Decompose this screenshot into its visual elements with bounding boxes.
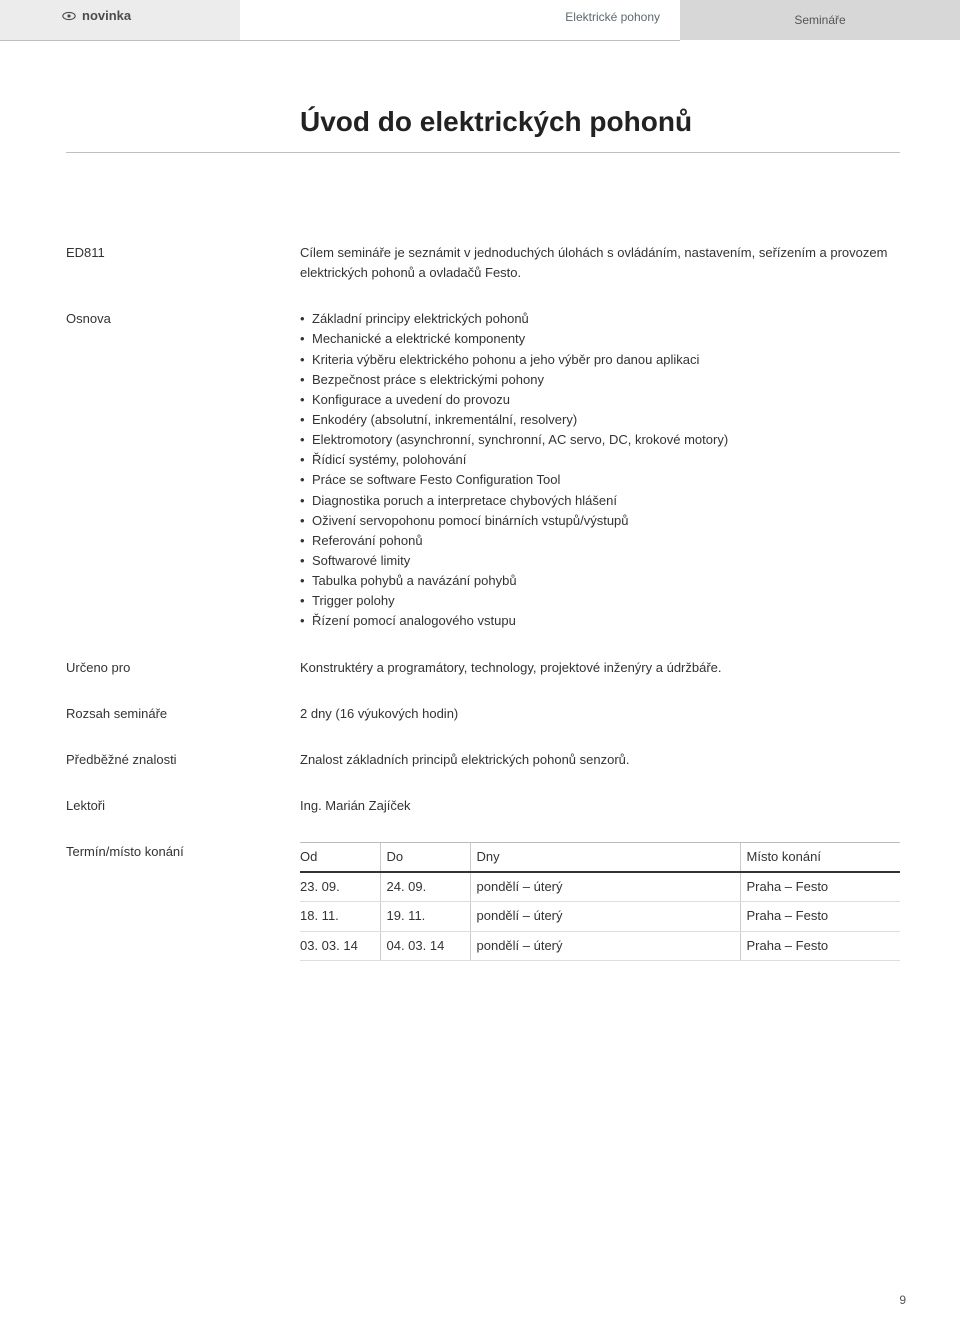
- row-urceno: Určeno pro Konstruktéry a programátory, …: [66, 658, 900, 678]
- row-osnova: Osnova Základní principy elektrických po…: [66, 309, 900, 631]
- schedule-col-header: Místo konání: [740, 843, 900, 873]
- category-label: Elektrické pohony: [565, 10, 660, 24]
- label-lektori: Lektoři: [66, 796, 300, 816]
- label-rozsah: Rozsah semináře: [66, 704, 300, 724]
- osnova-item: Mechanické a elektrické komponenty: [300, 329, 900, 349]
- termin-body: OdDoDnyMísto konání 23. 09.24. 09.ponděl…: [300, 842, 900, 961]
- schedule-cell: 18. 11.: [300, 902, 380, 931]
- osnova-item: Oživení servopohonu pomocí binárních vst…: [300, 511, 900, 531]
- osnova-item: Kriteria výběru elektrického pohonu a je…: [300, 350, 900, 370]
- schedule-cell: pondělí – úterý: [470, 872, 740, 902]
- schedule-body: 23. 09.24. 09.pondělí – úterýPraha – Fes…: [300, 872, 900, 960]
- schedule-col-header: Od: [300, 843, 380, 873]
- schedule-cell: 04. 03. 14: [380, 931, 470, 960]
- osnova-item: Řídicí systémy, polohování: [300, 450, 900, 470]
- osnova-item: Elektromotory (asynchronní, synchronní, …: [300, 430, 900, 450]
- predbezne-text: Znalost základních principů elektrických…: [300, 750, 900, 770]
- schedule-col-header: Dny: [470, 843, 740, 873]
- row-intro: ED811 Cílem semináře je seznámit v jedno…: [66, 243, 900, 283]
- schedule-table: OdDoDnyMísto konání 23. 09.24. 09.ponděl…: [300, 842, 900, 961]
- osnova-item: Softwarové limity: [300, 551, 900, 571]
- urceno-text: Konstruktéry a programátory, technology,…: [300, 658, 900, 678]
- lektori-text: Ing. Marián Zajíček: [300, 796, 900, 816]
- label-osnova: Osnova: [66, 309, 300, 631]
- osnova-list: Základní principy elektrických pohonůMec…: [300, 309, 900, 631]
- row-rozsah: Rozsah semináře 2 dny (16 výukových hodi…: [66, 704, 900, 724]
- row-lektori: Lektoři Ing. Marián Zajíček: [66, 796, 900, 816]
- section-label: Semináře: [794, 13, 845, 27]
- title-rule: [66, 152, 900, 153]
- schedule-cell: 19. 11.: [380, 902, 470, 931]
- label-urceno: Určeno pro: [66, 658, 300, 678]
- page-header: novinka Elektrické pohony Semináře: [0, 0, 960, 56]
- schedule-cell: 03. 03. 14: [300, 931, 380, 960]
- osnova-item: Základní principy elektrických pohonů: [300, 309, 900, 329]
- schedule-header-row: OdDoDnyMísto konání: [300, 843, 900, 873]
- osnova-body: Základní principy elektrických pohonůMec…: [300, 309, 900, 631]
- osnova-item: Trigger polohy: [300, 591, 900, 611]
- schedule-cell: 23. 09.: [300, 872, 380, 902]
- schedule-row: 23. 09.24. 09.pondělí – úterýPraha – Fes…: [300, 872, 900, 902]
- novinka-badge: novinka: [0, 0, 240, 40]
- label-predbezne: Předběžné znalosti: [66, 750, 300, 770]
- osnova-item: Bezpečnost práce s elektrickými pohony: [300, 370, 900, 390]
- schedule-cell: pondělí – úterý: [470, 931, 740, 960]
- content-area: ED811 Cílem semináře je seznámit v jedno…: [66, 243, 900, 961]
- schedule-cell: 24. 09.: [380, 872, 470, 902]
- schedule-cell: Praha – Festo: [740, 872, 900, 902]
- schedule-row: 18. 11.19. 11.pondělí – úterýPraha – Fes…: [300, 902, 900, 931]
- osnova-item: Diagnostika poruch a interpretace chybov…: [300, 491, 900, 511]
- row-termin: Termín/místo konání OdDoDnyMísto konání …: [66, 842, 900, 961]
- label-termin: Termín/místo konání: [66, 842, 300, 961]
- osnova-item: Enkodéry (absolutní, inkrementální, reso…: [300, 410, 900, 430]
- osnova-item: Řízení pomocí analogového vstupu: [300, 611, 900, 631]
- page-number: 9: [899, 1293, 906, 1307]
- osnova-item: Referování pohonů: [300, 531, 900, 551]
- rozsah-text: 2 dny (16 výukových hodin): [300, 704, 900, 724]
- page-title: Úvod do elektrických pohonů: [300, 106, 960, 138]
- schedule-col-header: Do: [380, 843, 470, 873]
- osnova-item: Tabulka pohybů a navázání pohybů: [300, 571, 900, 591]
- section-strip: Semináře: [680, 0, 960, 40]
- header-rule: [0, 40, 680, 41]
- schedule-cell: Praha – Festo: [740, 931, 900, 960]
- schedule-row: 03. 03. 1404. 03. 14pondělí – úterýPraha…: [300, 931, 900, 960]
- row-predbezne: Předběžné znalosti Znalost základních pr…: [66, 750, 900, 770]
- novinka-label: novinka: [82, 8, 131, 23]
- schedule-cell: pondělí – úterý: [470, 902, 740, 931]
- intro-text: Cílem semináře je seznámit v jednoduchýc…: [300, 243, 900, 283]
- novinka-icon: [62, 11, 76, 21]
- course-code: ED811: [66, 243, 300, 283]
- osnova-item: Práce se software Festo Configuration To…: [300, 470, 900, 490]
- osnova-item: Konfigurace a uvedení do provozu: [300, 390, 900, 410]
- schedule-cell: Praha – Festo: [740, 902, 900, 931]
